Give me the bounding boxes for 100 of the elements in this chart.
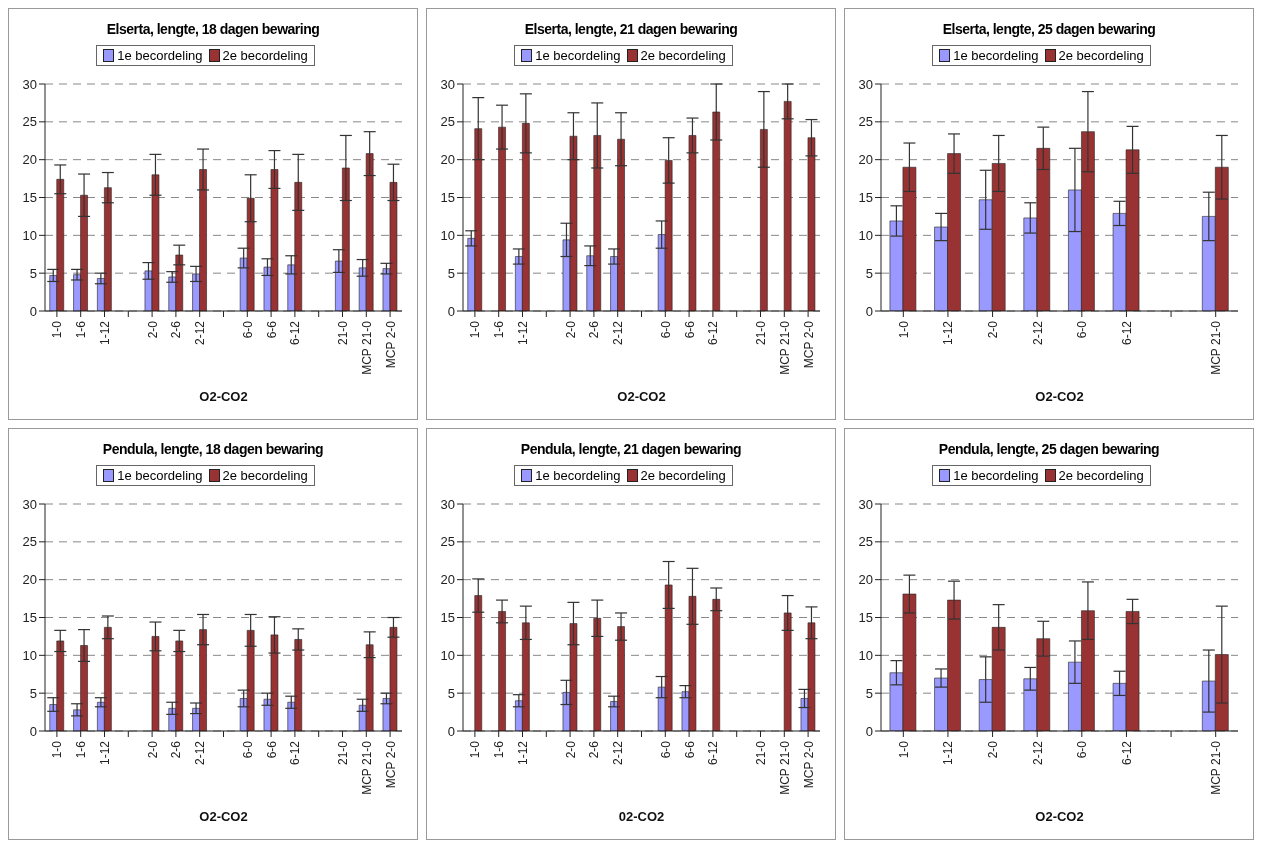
y-tick-label: 10 <box>440 647 455 663</box>
x-tick-label: MCP 2-0 <box>801 320 816 369</box>
y-tick-label: 10 <box>858 647 873 663</box>
y-tick-label: 25 <box>22 534 37 550</box>
y-tick-label: 10 <box>858 227 873 243</box>
x-axis-title: O2-CO2 <box>1035 809 1084 824</box>
x-tick-label: 6-12 <box>706 320 721 346</box>
x-tick-label: MCP 21-0 <box>1209 740 1224 795</box>
x-tick-label: 6-6 <box>264 320 279 339</box>
legend-label: 2e becordeling <box>222 48 308 63</box>
y-tick-label: 25 <box>440 534 455 550</box>
x-tick-label: 2-0 <box>986 320 1001 339</box>
x-tick-label: 2-6 <box>169 320 184 339</box>
y-tick-label: 20 <box>22 152 37 168</box>
x-tick-label: 6-6 <box>264 740 279 759</box>
x-tick-label: 21-0 <box>336 320 351 346</box>
x-tick-label: 1-0 <box>50 320 65 339</box>
y-tick-label: 25 <box>440 114 455 130</box>
x-tick-label: 2-12 <box>611 740 626 766</box>
y-tick-label: 10 <box>440 227 455 243</box>
y-tick-label: 20 <box>440 152 455 168</box>
x-tick-label: 1-0 <box>468 740 483 759</box>
x-tick-label: 6-0 <box>658 740 673 759</box>
x-tick-label: 1-6 <box>492 740 507 759</box>
x-tick-label: 1-12 <box>98 320 113 346</box>
x-tick-label: 6-0 <box>1075 740 1090 759</box>
y-tick-label: 20 <box>22 572 37 588</box>
x-tick-label: 1-6 <box>74 320 89 339</box>
x-tick-label: 1-0 <box>896 320 911 339</box>
x-tick-label: 1-0 <box>896 740 911 759</box>
x-tick-label: 1-0 <box>50 740 65 759</box>
x-tick-label: MCP 2-0 <box>383 320 398 369</box>
x-tick-label: 2-0 <box>563 740 578 759</box>
y-tick-label: 5 <box>447 685 455 701</box>
y-tick-label: 5 <box>865 265 873 281</box>
chart-title: Pendula, lengte, 25 dagen bewaring <box>937 441 1161 457</box>
y-tick-label: 30 <box>858 496 873 512</box>
y-tick-label: 25 <box>22 114 37 130</box>
x-tick-label: 21-0 <box>336 740 351 766</box>
legend-label: 1e becordeling <box>535 468 621 483</box>
x-tick-label: 21-0 <box>754 740 769 766</box>
y-tick-label: 5 <box>29 265 37 281</box>
x-tick-label: 6-12 <box>288 740 303 766</box>
y-tick-label: 30 <box>22 496 37 512</box>
y-tick-label: 0 <box>865 303 873 319</box>
y-tick-label: 0 <box>447 723 455 739</box>
y-tick-label: 10 <box>22 647 37 663</box>
y-tick-label: 20 <box>858 572 873 588</box>
y-tick-label: 20 <box>440 572 455 588</box>
y-tick-label: 15 <box>22 190 37 206</box>
x-tick-label: 2-6 <box>587 320 602 339</box>
y-tick-label: 25 <box>858 534 873 550</box>
x-tick-label: 2-0 <box>145 320 160 339</box>
x-tick-label: 6-0 <box>240 320 255 339</box>
legend-label: 1e becordeling <box>117 468 203 483</box>
x-tick-label: 2-12 <box>1030 740 1045 766</box>
x-tick-label: 1-12 <box>516 740 531 766</box>
x-axis-title: O2-CO2 <box>199 809 248 824</box>
legend-label: 2e becordeling <box>640 48 726 63</box>
x-tick-label: 6-0 <box>1075 320 1090 339</box>
x-tick-label: 1-6 <box>74 740 89 759</box>
x-tick-label: 1-6 <box>492 320 507 339</box>
legend-label: 2e becordeling <box>640 468 726 483</box>
y-tick-label: 5 <box>447 265 455 281</box>
x-tick-label: 6-12 <box>1119 740 1134 766</box>
chart-title: Elserta, lengte, 25 dagen bewaring <box>941 21 1157 37</box>
x-tick-label: 6-0 <box>658 320 673 339</box>
chart-title: Elserta, lengte, 21 dagen bewaring <box>523 21 739 37</box>
y-tick-label: 0 <box>29 303 37 319</box>
y-tick-label: 0 <box>865 723 873 739</box>
x-tick-label: 1-0 <box>468 320 483 339</box>
chart-title: Elserta, lengte, 18 dagen bewaring <box>105 21 321 37</box>
x-tick-label: 1-12 <box>98 740 113 766</box>
x-tick-label: 2-6 <box>587 740 602 759</box>
y-tick-label: 15 <box>440 190 455 206</box>
x-tick-label: 1-12 <box>941 740 956 766</box>
x-tick-label: 21-0 <box>754 320 769 346</box>
x-tick-label: 6-6 <box>682 320 697 339</box>
x-tick-label: 6-0 <box>240 740 255 759</box>
y-tick-label: 15 <box>22 610 37 626</box>
x-axis-title: O2-CO2 <box>199 389 248 404</box>
y-tick-label: 15 <box>858 190 873 206</box>
legend-label: 1e becordeling <box>953 48 1039 63</box>
x-tick-label: 2-12 <box>1030 320 1045 346</box>
x-tick-label: 6-12 <box>288 320 303 346</box>
chart-title: Pendula, lengte, 21 dagen bewaring <box>519 441 743 457</box>
y-tick-label: 15 <box>858 610 873 626</box>
y-tick-label: 20 <box>858 152 873 168</box>
legend-label: 2e becordeling <box>1058 468 1144 483</box>
x-tick-label: MCP 21-0 <box>359 740 374 795</box>
x-tick-label: 6-12 <box>1119 320 1134 346</box>
x-axis-title: 02-CO2 <box>618 809 665 824</box>
x-tick-label: 2-12 <box>193 740 208 766</box>
y-tick-label: 5 <box>865 685 873 701</box>
x-tick-label: 2-6 <box>169 740 184 759</box>
chart-title: Pendula, lengte, 18 dagen bewaring <box>101 441 325 457</box>
y-tick-label: 30 <box>440 76 455 92</box>
y-tick-label: 30 <box>22 76 37 92</box>
legend-label: 1e becordeling <box>117 48 203 63</box>
legend-label: 2e becordeling <box>1058 48 1144 63</box>
